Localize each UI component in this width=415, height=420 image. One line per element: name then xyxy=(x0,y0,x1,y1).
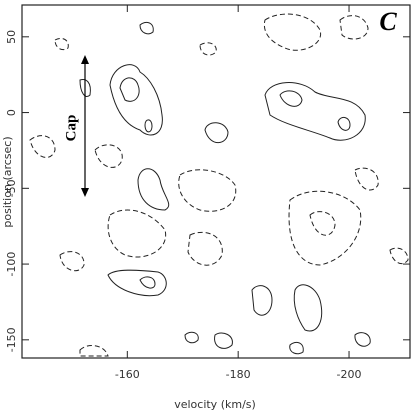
y-tick-label: -100 xyxy=(5,252,18,277)
plot-frame xyxy=(21,4,411,359)
y-tick-label: -150 xyxy=(5,327,18,352)
x-tick-label: -200 xyxy=(337,368,362,381)
cap-arrow xyxy=(81,55,89,197)
y-axis-label: position (arcsec) xyxy=(1,136,14,227)
annotation: Cap xyxy=(63,115,79,142)
x-axis-label: velocity (km/s) xyxy=(174,398,256,411)
x-tick-label: -160 xyxy=(115,368,140,381)
panel-label: C xyxy=(379,7,397,36)
contours xyxy=(29,13,409,357)
y-tick-label: 0 xyxy=(5,109,18,116)
y-tick-label: -50 xyxy=(5,179,18,197)
x-tick-label: -180 xyxy=(226,368,251,381)
y-tick-label: 50 xyxy=(5,30,18,44)
